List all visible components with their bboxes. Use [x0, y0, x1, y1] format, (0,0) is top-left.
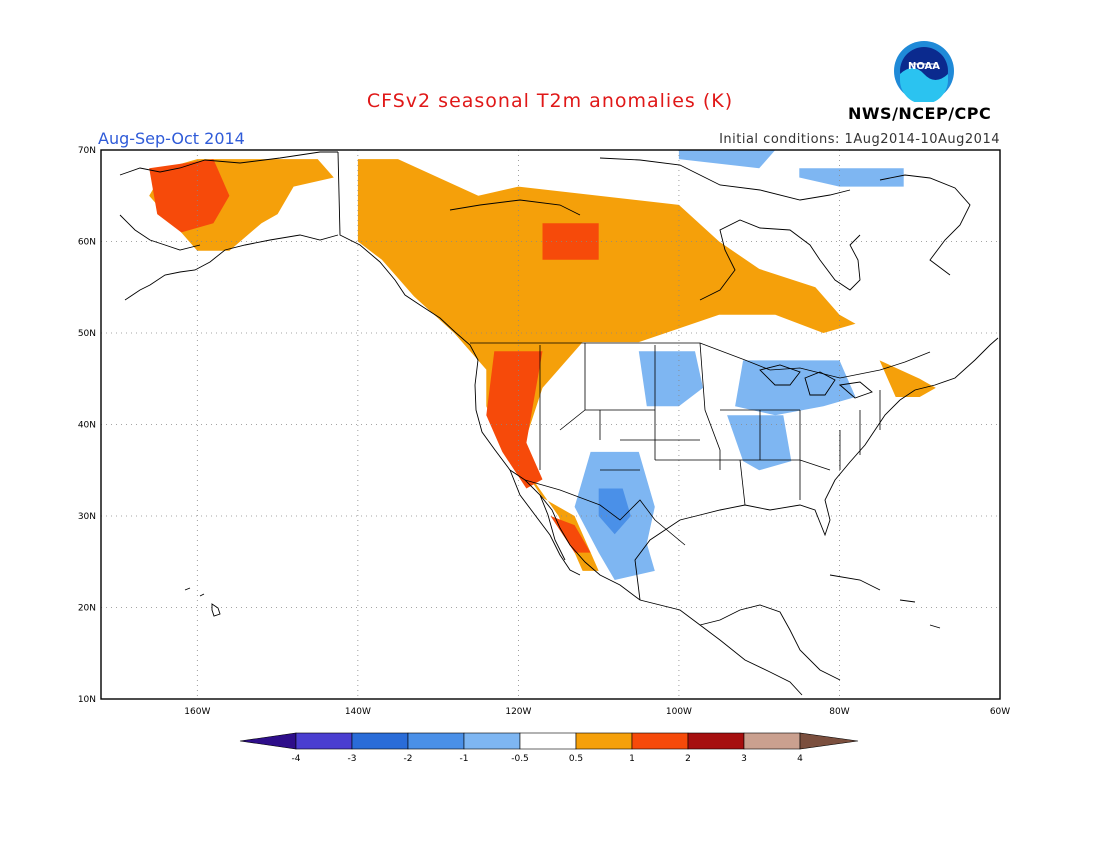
latitude-tick-label: 40N — [78, 421, 96, 431]
political-borders — [470, 342, 931, 546]
colorbar-label: -3 — [348, 754, 357, 764]
colorbar-swatch — [351, 732, 409, 750]
colorbar-max-arrow — [799, 732, 859, 750]
strong-warm-anomaly-region — [550, 516, 591, 553]
colorbar-label: 0.5 — [569, 754, 583, 764]
latitude-tick-label: 30N — [78, 512, 96, 522]
colorbar-swatch — [687, 732, 745, 750]
cool-anomaly-region — [799, 168, 904, 187]
colorbar-label: 4 — [797, 754, 803, 764]
colorbar-swatch — [631, 732, 689, 750]
longitude-tick-label: 160W — [184, 707, 210, 717]
longitude-tick-label: 120W — [505, 707, 531, 717]
colorbar-label: 2 — [685, 754, 691, 764]
colorbar-swatch — [407, 732, 465, 750]
colorbar-label: -1 — [460, 754, 469, 764]
longitude-tick-label: 60W — [990, 707, 1010, 717]
colorbar-label: -2 — [404, 754, 413, 764]
colorbar-swatch — [463, 732, 521, 750]
cool-anomaly-region — [678, 150, 776, 169]
latitude-tick-label: 10N — [78, 695, 96, 705]
map-title: CFSv2 seasonal T2m anomalies (K) — [366, 90, 734, 112]
colorbar-min-arrow — [239, 732, 297, 750]
organization-label: NWS/NCEP/CPC — [848, 104, 992, 123]
colorbar-label: 3 — [741, 754, 747, 764]
latitude-tick-label: 20N — [78, 604, 96, 614]
strong-warm-anomaly-region — [149, 159, 230, 233]
latitude-tick-label: 50N — [78, 329, 96, 339]
colorbar-swatch — [295, 732, 353, 750]
strong-warm-anomaly-region — [486, 351, 543, 489]
map-frame — [100, 149, 1001, 700]
latitude-labels: 70N 60N 50N 40N 30N 20N 10N — [78, 146, 96, 705]
season-label: Aug-Sep-Oct 2014 — [98, 129, 245, 148]
strong-cool-anomaly-region — [598, 488, 631, 535]
longitude-tick-label: 80W — [829, 707, 849, 717]
longitude-tick-label: 100W — [666, 707, 692, 717]
colorbar-swatch — [575, 732, 633, 750]
latitude-tick-label: 60N — [78, 238, 96, 248]
logo-text: NOAA — [908, 61, 940, 72]
colorbar-label: -4 — [292, 754, 301, 764]
longitude-labels: 160W 140W 120W 100W 80W 60W — [184, 707, 1010, 717]
colorbar-swatch — [519, 732, 577, 750]
colorbar-label: -0.5 — [511, 754, 529, 764]
latitude-tick-label: 70N — [78, 146, 96, 156]
longitude-tick-label: 140W — [345, 707, 371, 717]
strong-warm-anomaly-region — [542, 223, 599, 260]
cool-anomaly-region — [727, 415, 792, 471]
noaa-logo-icon: NOAA — [894, 41, 954, 102]
coastlines — [119, 151, 999, 696]
colorbar-swatch — [743, 732, 801, 750]
colorbar-label: 1 — [629, 754, 635, 764]
initial-conditions-label: Initial conditions: 1Aug2014-10Aug2014 — [719, 132, 1000, 147]
